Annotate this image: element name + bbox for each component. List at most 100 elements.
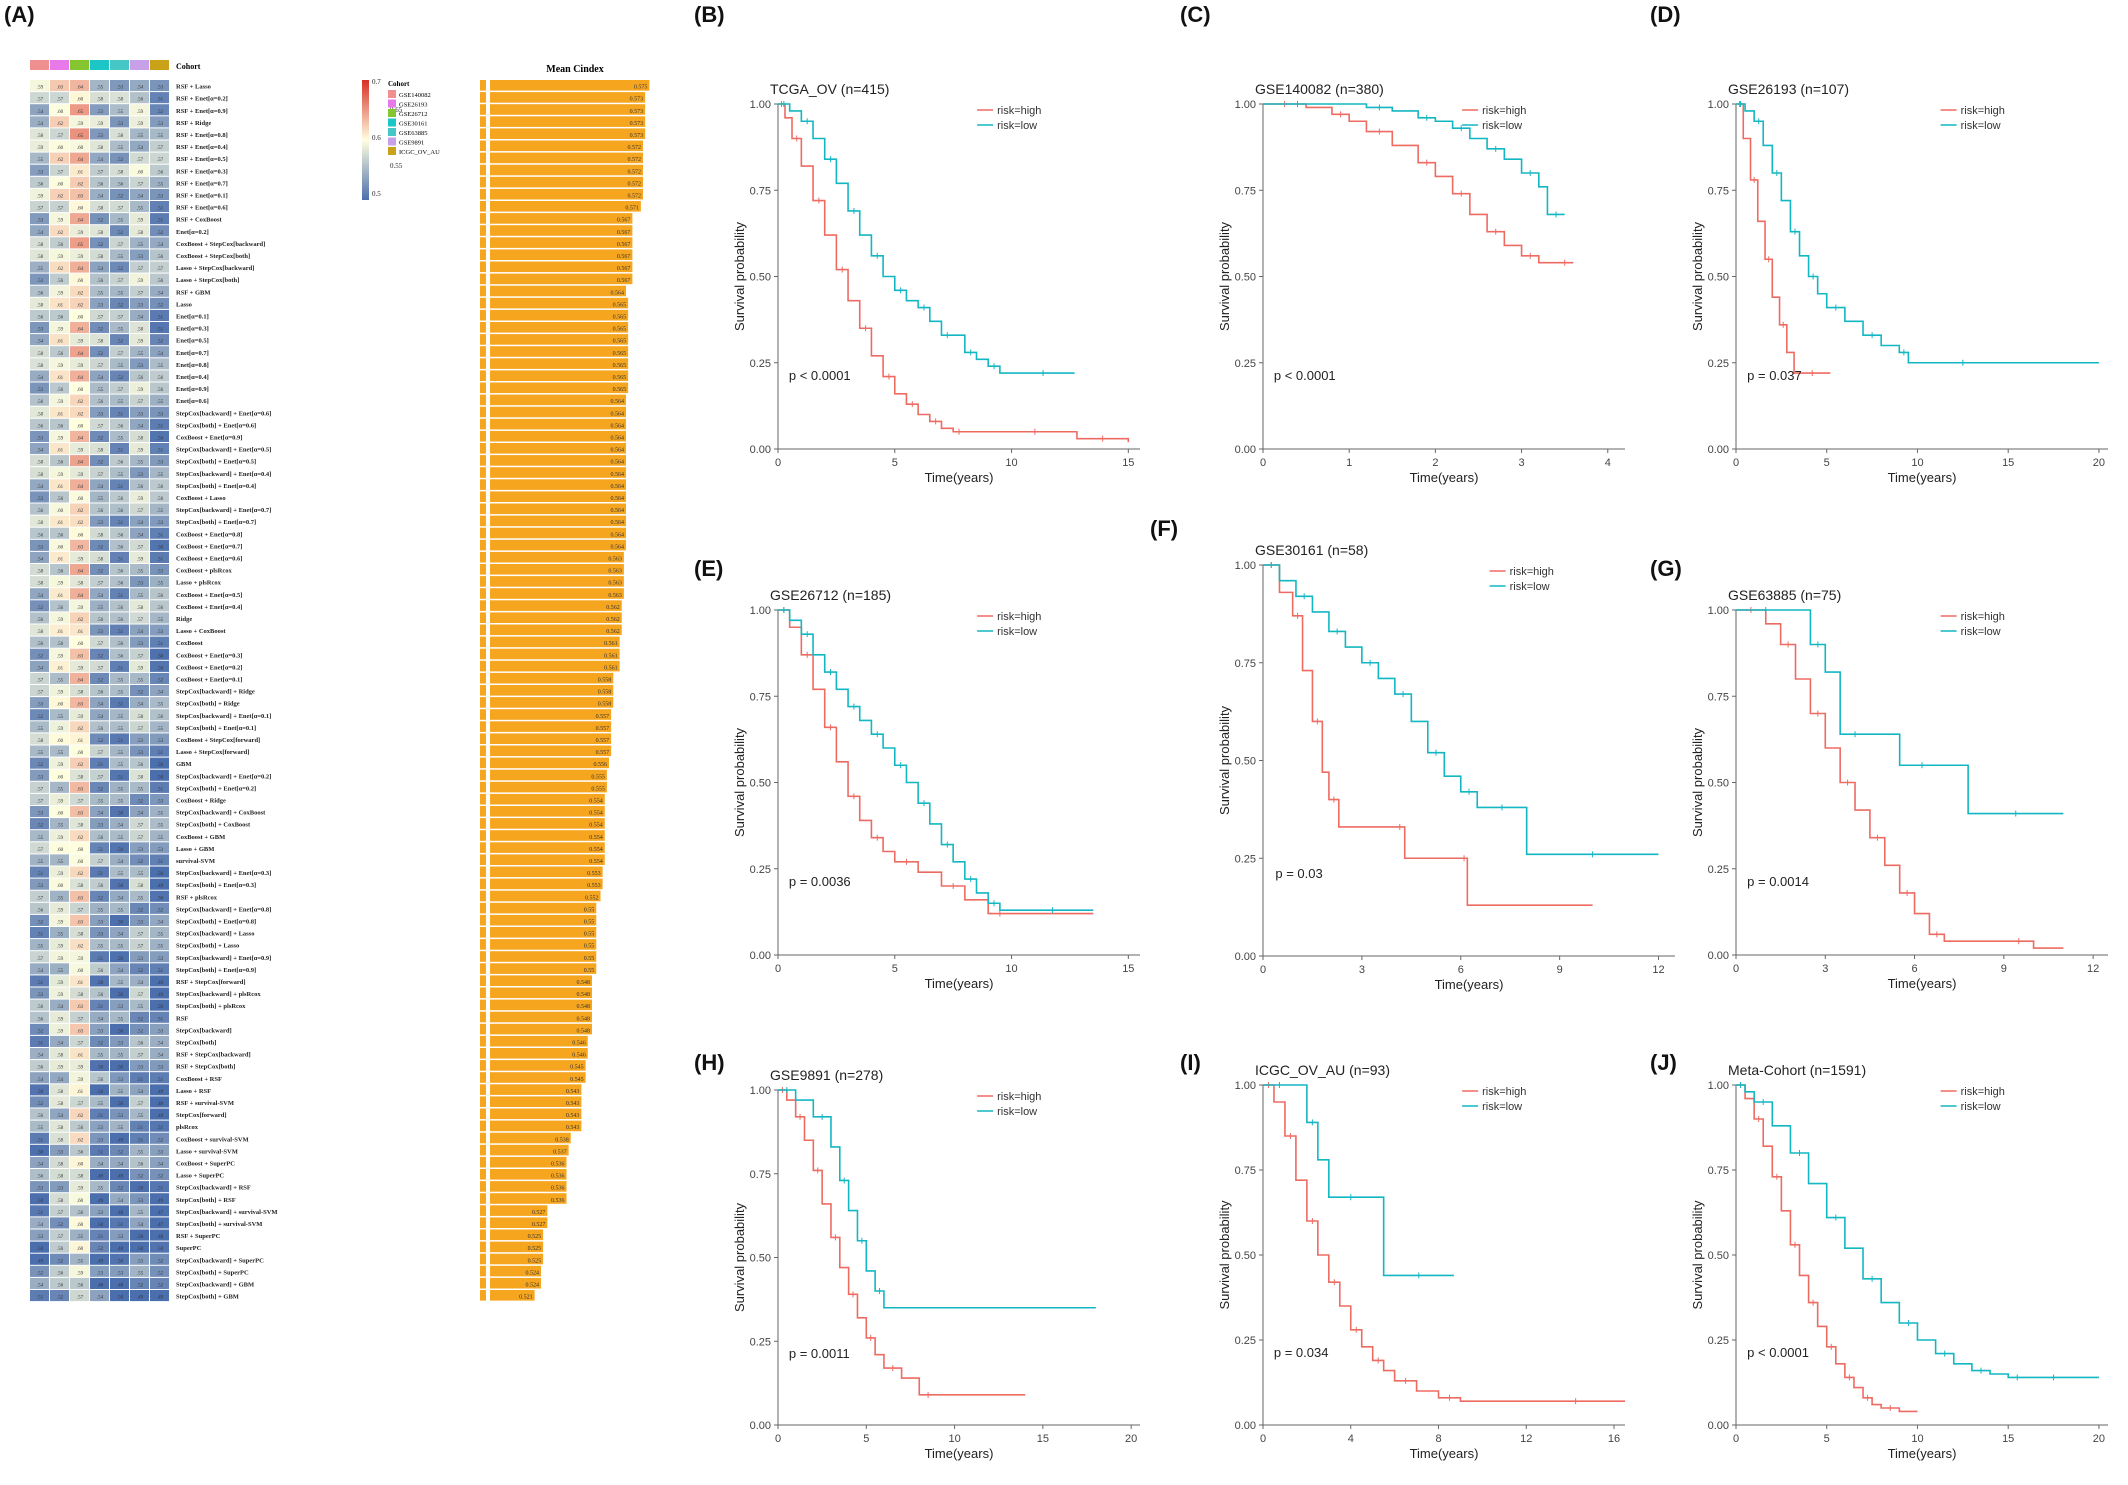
cindex-bar-label: 0.557 [596, 726, 610, 732]
heatmap-cell [30, 201, 49, 213]
heatmap-cell-value: .64 [77, 158, 84, 163]
heatmap-cell-value: .56 [37, 1017, 44, 1022]
cindex-bar [490, 963, 597, 974]
heatmap-cell-value: .51 [157, 424, 164, 429]
legend-label: risk=low [997, 1106, 1037, 1118]
heatmap-cell [150, 1156, 169, 1168]
heatmap-cell-value: .51 [157, 533, 164, 538]
heatmap-cell [90, 890, 109, 902]
y-tick-label: 0.25 [1235, 853, 1256, 865]
heatmap-cell-value: .55 [137, 1150, 144, 1155]
heatmap-cell-value: .57 [137, 509, 144, 514]
heatmap-cell-value: .56 [137, 1163, 144, 1168]
heatmap-cell-value: .57 [137, 933, 144, 938]
bar-offset-marker [480, 1060, 486, 1071]
model-label: Enet[α=0.7] [176, 350, 209, 357]
model-label: CoxBoost + StepCox[backward] [176, 241, 265, 248]
heatmap-cell [50, 697, 69, 709]
heatmap-cell-value: .51 [117, 703, 124, 708]
heatmap-cell [50, 188, 69, 200]
cindex-bar [490, 1144, 569, 1156]
heatmap-cell-value: .55 [97, 291, 104, 296]
cindex-bar-label: 0.548 [577, 980, 591, 986]
plot-title: GSE30161 (n=58) [1255, 542, 1368, 558]
heatmap-cell-value: .62 [57, 158, 64, 163]
heatmap-cell-value: .56 [117, 533, 124, 538]
heatmap-cell-value: .56 [37, 316, 44, 321]
heatmap-cell-value: .59 [57, 473, 64, 478]
heatmap-cell [90, 1011, 109, 1023]
heatmap-cell [90, 1290, 109, 1302]
cindex-bar [490, 987, 592, 999]
heatmap-cell-value: .53 [157, 848, 164, 853]
heatmap-cell-value: .59 [57, 437, 64, 442]
heatmap-cell-value: .54 [37, 594, 44, 599]
heatmap-cell-value: .65 [77, 243, 84, 248]
heatmap-cell-value: .57 [37, 679, 44, 684]
colorbar-tick-label: 0.5 [372, 190, 381, 198]
heatmap-cell-value: .52 [97, 437, 104, 442]
plot-title: GSE26712 (n=185) [770, 587, 891, 603]
bar-offset-marker [480, 418, 486, 430]
heatmap-cell-value: .56 [57, 1247, 64, 1252]
heatmap-cell-value: .59 [57, 957, 64, 962]
heatmap-cell-value: .59 [77, 255, 84, 260]
heatmap-cell-value: .57 [137, 654, 144, 659]
heatmap-cell [30, 116, 49, 128]
heatmap-cell-value: .59 [77, 449, 84, 454]
heatmap-cell [110, 104, 129, 116]
cindex-bar-label: 0.572 [628, 145, 642, 151]
heatmap-cell [30, 176, 49, 188]
heatmap-cell [150, 1060, 169, 1072]
heatmap-cell [150, 1253, 169, 1265]
heatmap-cell [50, 1253, 69, 1265]
bar-offset-marker [480, 1048, 486, 1059]
heatmap-cell [30, 358, 49, 370]
y-axis-label: Survival probability [1217, 705, 1232, 815]
heatmap-cell [110, 927, 129, 939]
model-label: plsRcox [176, 1124, 199, 1131]
heatmap-cell-value: .57 [97, 473, 104, 478]
heatmap-cell [50, 866, 69, 878]
heatmap-cell [90, 975, 109, 987]
heatmap-cell-value: .59 [137, 110, 144, 115]
heatmap-cell [110, 1120, 129, 1132]
heatmap-cell-value: .60 [77, 1199, 84, 1204]
heatmap-cell-value: .56 [37, 1114, 44, 1119]
heatmap-cell [110, 818, 129, 830]
heatmap-cell-value: .59 [77, 231, 84, 236]
heatmap-cell [90, 116, 109, 128]
model-label: StepCox[backward] + GBM [176, 1282, 254, 1289]
heatmap-cell-value: .64 [77, 328, 84, 333]
cindex-bar-label: 0.554 [589, 859, 603, 865]
heatmap-cell [150, 1084, 169, 1096]
cindex-bar-label: 0.543 [566, 1125, 580, 1131]
heatmap-cell [70, 902, 89, 914]
heatmap-cell [30, 1205, 49, 1217]
heatmap-cell-value: .59 [57, 1017, 64, 1022]
cindex-bar [490, 672, 614, 684]
y-tick-label: 0.50 [1708, 778, 1729, 790]
heatmap-cell [90, 1084, 109, 1096]
heatmap-cell [50, 1144, 69, 1156]
heatmap-cell-value: .52 [157, 1284, 164, 1289]
cindex-bar [490, 818, 605, 829]
model-label: Enet[α=0.2] [176, 229, 209, 236]
heatmap-cell [70, 92, 89, 104]
heatmap-cell [130, 527, 149, 539]
model-label: survival-SVM [176, 858, 215, 865]
x-tick-label: 0 [1733, 963, 1739, 975]
heatmap-cell-value: .52 [97, 1247, 104, 1252]
cindex-bar [490, 479, 626, 490]
heatmap-cell [90, 334, 109, 346]
heatmap-cell-value: .55 [117, 291, 124, 296]
heatmap-cell-value: .54 [37, 110, 44, 115]
heatmap-cell-value: .59 [57, 400, 64, 405]
heatmap-cell-value: .54 [137, 1223, 144, 1228]
heatmap-cell-value: .57 [117, 207, 124, 212]
heatmap-cell [50, 237, 69, 249]
heatmap-cell [130, 564, 149, 576]
heatmap-cell [130, 104, 149, 116]
heatmap-cell [110, 140, 129, 152]
heatmap-cell [130, 455, 149, 467]
